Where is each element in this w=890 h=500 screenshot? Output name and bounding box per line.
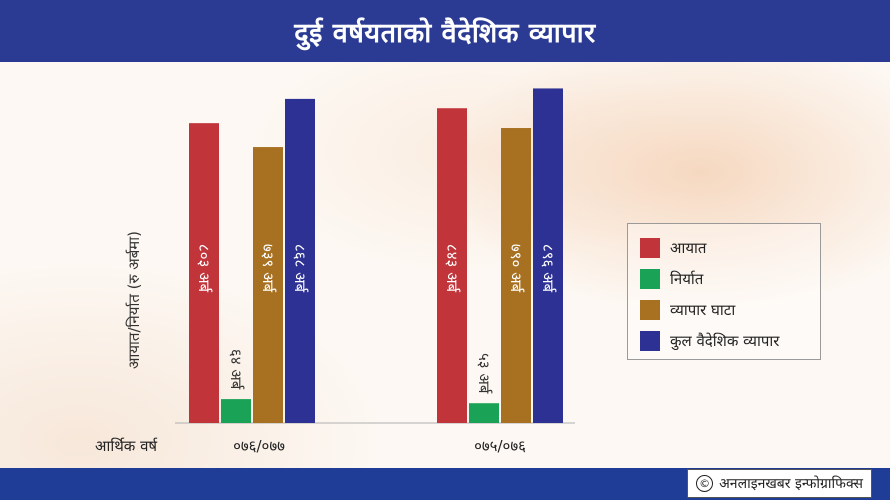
y-axis-label: आयात/निर्यात (रु अर्बमा) [125,231,143,369]
legend-item-import: आयात [640,232,820,263]
legend: आयात निर्यात व्यापार घाटा कुल वैदेशिक व्… [627,223,821,360]
bar-trade-deficit-2 [501,128,531,423]
legend-item-total-trade: कुल वैदेशिक व्यापार [640,325,820,356]
data-label-import-2: ८४३ अर्ब [443,244,461,293]
legend-swatch-import [640,237,660,258]
x-axis-label: आर्थिक वर्ष [95,437,158,455]
legend-label-import: आयात [670,238,707,257]
data-label-export-2: ५३ अर्ब [475,353,493,394]
bar-chart: आयात/निर्यात (रु अर्बमा) आर्थिक वर्ष ८०३… [95,88,575,455]
category-label-1: ०७६/०७७ [233,437,285,455]
legend-item-export: निर्यात [640,263,820,294]
bar-import-2 [437,108,467,423]
bar-total-trade-2 [533,88,563,424]
data-label-export-1: ६४ अर्ब [227,349,245,390]
data-label-trade-deficit-1: ७३९ अर्ब [259,244,277,293]
bar-import-1 [189,123,219,424]
bar-trade-deficit-1 [253,147,283,423]
header-banner: दुई वर्षयताको वैदेशिक व्यापार [0,0,890,62]
bar-export-2 [469,403,499,423]
legend-label-trade-deficit: व्यापार घाटा [670,300,736,319]
copyright-icon: © [696,475,714,492]
page-title: दुई वर्षयताको वैदेशिक व्यापार [294,17,596,49]
data-label-total-trade-1: ८६८ अर्ब [291,244,309,293]
bar-total-trade-1 [285,98,315,424]
data-label-trade-deficit-2: ७९० अर्ब [507,244,525,293]
data-label-import-1: ८०३ अर्ब [195,244,213,293]
data-label-total-trade-2: ८९६ अर्ब [539,244,557,293]
category-label-2: ०७५/०७६ [474,437,526,455]
footer-bar: © अनलाइनखबर इन्फोग्राफिक्स [0,468,890,500]
credit-badge: © अनलाइनखबर इन्फोग्राफिक्स [687,469,872,498]
credit-text: अनलाइनखबर इन्फोग्राफिक्स [719,476,863,492]
bar-export-1 [221,399,251,423]
legend-label-export: निर्यात [670,269,704,288]
legend-label-total-trade: कुल वैदेशिक व्यापार [670,331,780,350]
legend-swatch-trade-deficit [640,299,660,320]
legend-item-trade-deficit: व्यापार घाटा [640,294,820,325]
bars: ८०३ अर्ब ६४ अर्ब ७३९ अर्ब ८६८ अर्ब ८४३ अर्ब ५… [189,88,563,424]
legend-swatch-export [640,268,660,289]
legend-swatch-total-trade [640,330,660,351]
